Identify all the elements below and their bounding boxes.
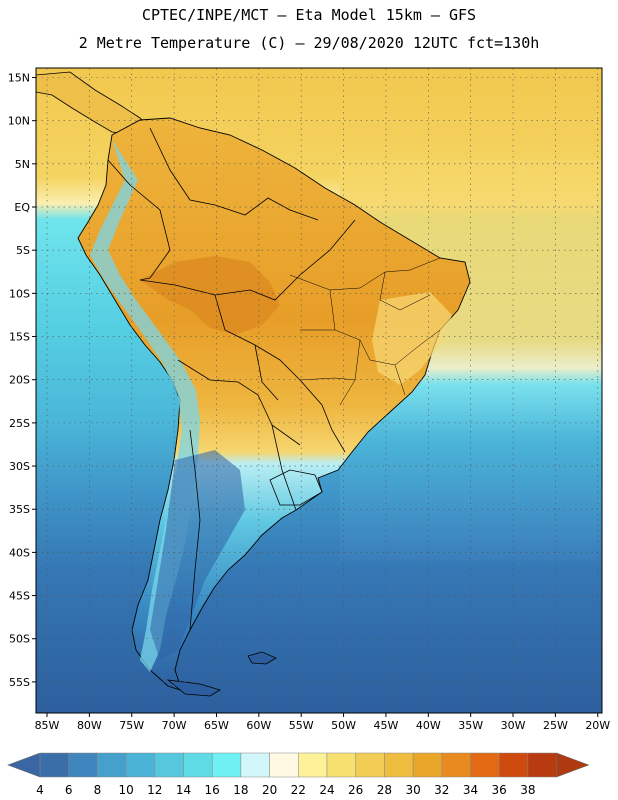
colorbar: 4 6 8 10 12 14 16 18 20 22 24 26 28 30 32 34 36 38 xyxy=(7,752,590,797)
patagonia-cold-zone xyxy=(150,450,245,660)
axis-ticks: 15N 10N 5N EQ 5S 10S 15S 20S 25S 30S 35S 40S 45S 50S 5… xyxy=(8,71,611,732)
colorbar-label: 28 xyxy=(377,783,392,797)
lon-tick-label: 50W xyxy=(331,719,356,732)
colorbar-swatch xyxy=(39,752,69,778)
lat-tick-label: 55S xyxy=(9,676,30,689)
colorbar-label: 30 xyxy=(405,783,420,797)
lat-tick-label: EQ xyxy=(14,201,30,214)
lat-tick-label: 5N xyxy=(15,158,30,171)
colorbar-label: 20 xyxy=(262,783,277,797)
lat-tick-label: 20S xyxy=(9,374,30,387)
lon-tick-label: 60W xyxy=(246,719,271,732)
colorbar-label: 26 xyxy=(348,783,363,797)
tierra-del-fuego xyxy=(166,679,221,697)
lon-tick-label: 70W xyxy=(162,719,187,732)
colorbar-label: 10 xyxy=(118,783,133,797)
lon-tick-label: 25W xyxy=(543,719,568,732)
falkland-islands xyxy=(247,651,277,665)
colorbar-swatch xyxy=(298,752,328,778)
lat-tick-label: 30S xyxy=(9,460,30,473)
lon-tick-label: 55W xyxy=(289,719,314,732)
lat-tick-label: 10S xyxy=(9,287,30,300)
lat-tick-label: 25S xyxy=(9,417,30,430)
lon-tick-label: 45W xyxy=(373,719,398,732)
colorbar-swatch xyxy=(498,752,529,778)
colorbar-swatch xyxy=(269,752,299,778)
colorbar-label: 22 xyxy=(291,783,306,797)
lon-tick-label: 85W xyxy=(35,719,60,732)
lon-tick-label: 20W xyxy=(585,719,610,732)
chart-subtitle: 2 Metre Temperature (C) – 29/08/2020 12U… xyxy=(78,34,540,52)
colorbar-swatch xyxy=(470,752,500,778)
colorbar-label: 36 xyxy=(492,783,507,797)
chart-title: CPTEC/INPE/MCT – Eta Model 15km – GFS xyxy=(141,6,477,24)
lon-tick-label: 75W xyxy=(119,719,144,732)
colorbar-swatch xyxy=(183,752,213,778)
map-frame xyxy=(35,67,603,714)
caatinga-mild-zone xyxy=(372,292,452,385)
colorbar-swatch xyxy=(211,752,242,778)
colorbar-label: 12 xyxy=(147,783,162,797)
colorbar-label: 14 xyxy=(176,783,191,797)
lon-tick-label: 30W xyxy=(501,719,526,732)
lon-tick-label: 80W xyxy=(77,719,102,732)
lat-tick-label: 15N xyxy=(8,71,30,84)
lat-tick-label: 5S xyxy=(16,244,30,257)
lat-tick-label: 10N xyxy=(8,115,30,128)
colorbar-swatch xyxy=(384,752,414,778)
colorbar-high-arrow xyxy=(556,752,590,778)
colorbar-swatch xyxy=(441,752,471,778)
colorbar-swatch xyxy=(68,752,98,778)
lon-tick-label: 35W xyxy=(458,719,483,732)
colorbar-label: 8 xyxy=(94,783,102,797)
lat-tick-label: 35S xyxy=(9,503,30,516)
colorbar-label: 18 xyxy=(233,783,248,797)
colorbar-swatch xyxy=(240,752,270,778)
lat-tick-label: 15S xyxy=(9,331,30,344)
colorbar-label: 32 xyxy=(434,783,449,797)
country-borders xyxy=(107,127,356,631)
colorbar-label: 4 xyxy=(36,783,44,797)
colorbar-swatch xyxy=(326,752,356,778)
colorbar-swatch xyxy=(125,752,156,778)
amazon-hot-zone xyxy=(140,256,280,335)
colorbar-label: 38 xyxy=(520,783,535,797)
lat-tick-label: 45S xyxy=(9,590,30,603)
lon-tick-label: 40W xyxy=(416,719,441,732)
colorbar-low-arrow xyxy=(7,752,41,778)
colorbar-swatch xyxy=(97,752,127,778)
colorbar-label: 34 xyxy=(463,783,478,797)
colorbar-label: 16 xyxy=(205,783,220,797)
lat-tick-label: 40S xyxy=(9,546,30,559)
graticule xyxy=(36,68,602,713)
colorbar-swatch xyxy=(527,752,557,778)
colorbar-swatch xyxy=(154,752,184,778)
colorbar-swatch xyxy=(412,752,443,778)
lon-tick-label: 65W xyxy=(204,719,229,732)
lat-tick-label: 50S xyxy=(9,633,30,646)
colorbar-label: 24 xyxy=(319,783,334,797)
colorbar-label: 6 xyxy=(65,783,73,797)
colorbar-swatch xyxy=(355,752,385,778)
state-borders xyxy=(289,257,441,406)
